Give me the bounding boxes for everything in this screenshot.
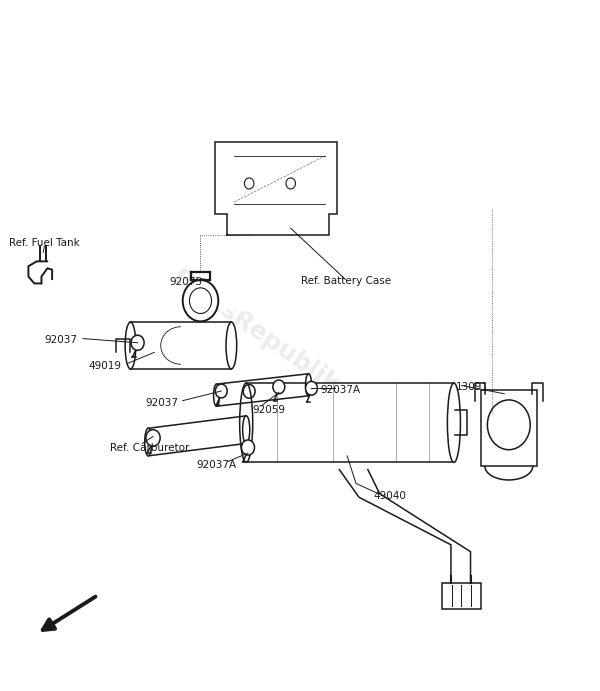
Ellipse shape: [242, 416, 250, 444]
Circle shape: [182, 280, 218, 321]
Text: 92037: 92037: [44, 335, 77, 345]
Text: 92037: 92037: [145, 398, 178, 408]
Bar: [130, 322, 232, 369]
Circle shape: [146, 430, 160, 446]
Text: PartsRepublik: PartsRepublik: [167, 265, 343, 398]
Ellipse shape: [214, 384, 220, 406]
Text: Ref. Fuel Tank: Ref. Fuel Tank: [9, 238, 80, 249]
Text: 49040: 49040: [374, 491, 407, 501]
Bar: [442, 583, 481, 609]
Ellipse shape: [125, 322, 136, 369]
Polygon shape: [28, 264, 50, 283]
Ellipse shape: [226, 322, 237, 369]
Circle shape: [273, 380, 285, 394]
Polygon shape: [215, 142, 337, 235]
Text: 92059: 92059: [252, 405, 285, 415]
Text: Ref. Carburetor: Ref. Carburetor: [110, 442, 189, 453]
Text: Ref. Battery Case: Ref. Battery Case: [301, 276, 392, 286]
Bar: [246, 383, 454, 462]
Text: 92037A: 92037A: [196, 460, 236, 471]
Circle shape: [131, 335, 144, 350]
Text: 13091: 13091: [455, 382, 488, 392]
Ellipse shape: [448, 383, 460, 462]
Ellipse shape: [145, 428, 152, 456]
Ellipse shape: [305, 374, 311, 396]
Text: 92037A: 92037A: [320, 386, 361, 395]
Circle shape: [241, 440, 254, 455]
Bar: [481, 390, 537, 466]
Circle shape: [215, 384, 227, 398]
Circle shape: [305, 381, 317, 395]
Text: 92075: 92075: [170, 277, 203, 287]
Text: 49019: 49019: [89, 361, 122, 371]
Ellipse shape: [239, 383, 253, 462]
